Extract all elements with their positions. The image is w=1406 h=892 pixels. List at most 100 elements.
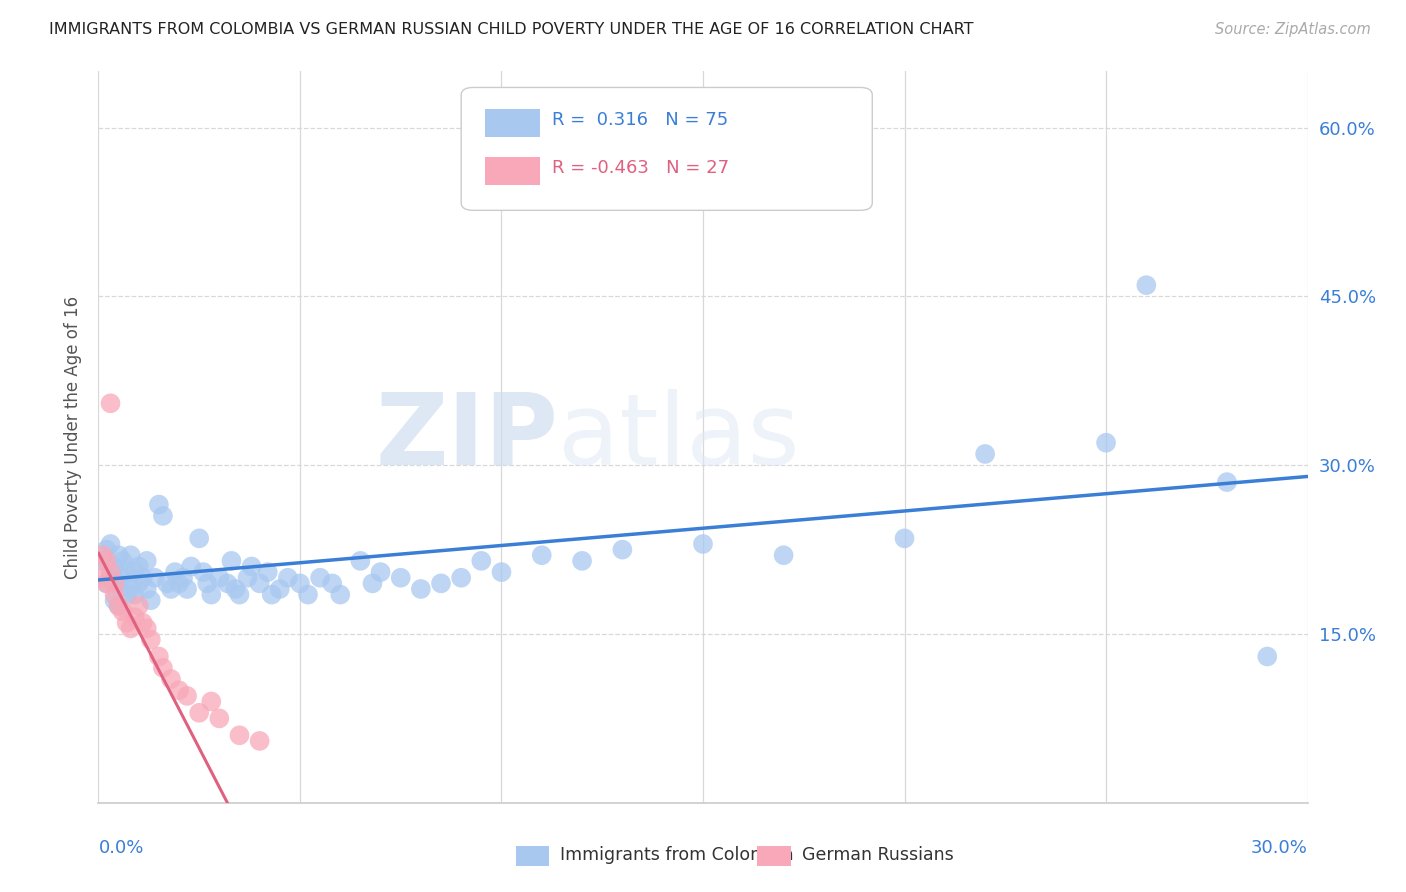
Point	[96, 542, 118, 557]
FancyBboxPatch shape	[758, 846, 792, 866]
Y-axis label: Child Poverty Under the Age of 16: Child Poverty Under the Age of 16	[63, 295, 82, 579]
Point	[143, 571, 166, 585]
Point	[160, 672, 183, 686]
Point	[120, 582, 142, 596]
Text: German Russians: German Russians	[803, 847, 953, 864]
Point	[156, 576, 179, 591]
Point	[309, 571, 332, 585]
Point	[208, 711, 231, 725]
Point	[103, 559, 125, 574]
Point	[91, 554, 114, 568]
Point	[135, 621, 157, 635]
Text: 30.0%: 30.0%	[1251, 839, 1308, 857]
Point	[470, 554, 492, 568]
Point	[100, 571, 122, 585]
Point	[221, 554, 243, 568]
Point	[228, 728, 250, 742]
Point	[124, 588, 146, 602]
Point	[772, 548, 794, 562]
Point	[692, 537, 714, 551]
Point	[128, 559, 150, 574]
Point	[249, 576, 271, 591]
Point	[361, 576, 384, 591]
Point	[1095, 435, 1118, 450]
Point	[115, 615, 138, 630]
Point	[120, 548, 142, 562]
Point	[152, 508, 174, 523]
Point	[297, 588, 319, 602]
Point	[321, 576, 343, 591]
Text: IMMIGRANTS FROM COLOMBIA VS GERMAN RUSSIAN CHILD POVERTY UNDER THE AGE OF 16 COR: IMMIGRANTS FROM COLOMBIA VS GERMAN RUSSI…	[49, 22, 974, 37]
Point	[236, 571, 259, 585]
Point	[111, 605, 134, 619]
Point	[124, 610, 146, 624]
Point	[96, 554, 118, 568]
Point	[188, 706, 211, 720]
Point	[1256, 649, 1278, 664]
Point	[224, 582, 246, 596]
Point	[148, 649, 170, 664]
Point	[329, 588, 352, 602]
Point	[269, 582, 291, 596]
Point	[103, 593, 125, 607]
Point	[107, 599, 129, 613]
Point	[139, 593, 162, 607]
Point	[217, 576, 239, 591]
Point	[974, 447, 997, 461]
Point	[450, 571, 472, 585]
Point	[96, 576, 118, 591]
Point	[107, 599, 129, 613]
Point	[167, 683, 190, 698]
FancyBboxPatch shape	[516, 846, 550, 866]
Point	[139, 632, 162, 647]
Point	[571, 554, 593, 568]
Point	[260, 588, 283, 602]
Point	[172, 571, 194, 585]
Point	[111, 571, 134, 585]
Point	[163, 565, 186, 579]
Point	[409, 582, 432, 596]
FancyBboxPatch shape	[485, 157, 540, 185]
Point	[370, 565, 392, 579]
Point	[288, 576, 311, 591]
Point	[188, 532, 211, 546]
Point	[389, 571, 412, 585]
Point	[1216, 475, 1239, 489]
Point	[128, 599, 150, 613]
Point	[530, 548, 553, 562]
Point	[1135, 278, 1157, 293]
Point	[176, 689, 198, 703]
Point	[100, 396, 122, 410]
Text: 0.0%: 0.0%	[98, 839, 143, 857]
Point	[115, 565, 138, 579]
Text: Immigrants from Colombia: Immigrants from Colombia	[561, 847, 794, 864]
Point	[135, 582, 157, 596]
Point	[612, 542, 634, 557]
Point	[228, 588, 250, 602]
Point	[124, 565, 146, 579]
Point	[152, 661, 174, 675]
Text: R =  0.316   N = 75: R = 0.316 N = 75	[551, 112, 728, 129]
Point	[103, 588, 125, 602]
Point	[148, 498, 170, 512]
FancyBboxPatch shape	[485, 110, 540, 137]
Point	[256, 565, 278, 579]
Point	[91, 548, 114, 562]
Point	[193, 565, 215, 579]
Point	[249, 734, 271, 748]
Point	[240, 559, 263, 574]
FancyBboxPatch shape	[461, 87, 872, 211]
Point	[180, 559, 202, 574]
Point	[120, 621, 142, 635]
Point	[893, 532, 915, 546]
Point	[96, 576, 118, 591]
Point	[128, 576, 150, 591]
Text: atlas: atlas	[558, 389, 800, 485]
Point	[100, 565, 122, 579]
Text: ZIP: ZIP	[375, 389, 558, 485]
Point	[100, 537, 122, 551]
Point	[103, 576, 125, 591]
Point	[200, 694, 222, 708]
Point	[200, 588, 222, 602]
Point	[167, 576, 190, 591]
